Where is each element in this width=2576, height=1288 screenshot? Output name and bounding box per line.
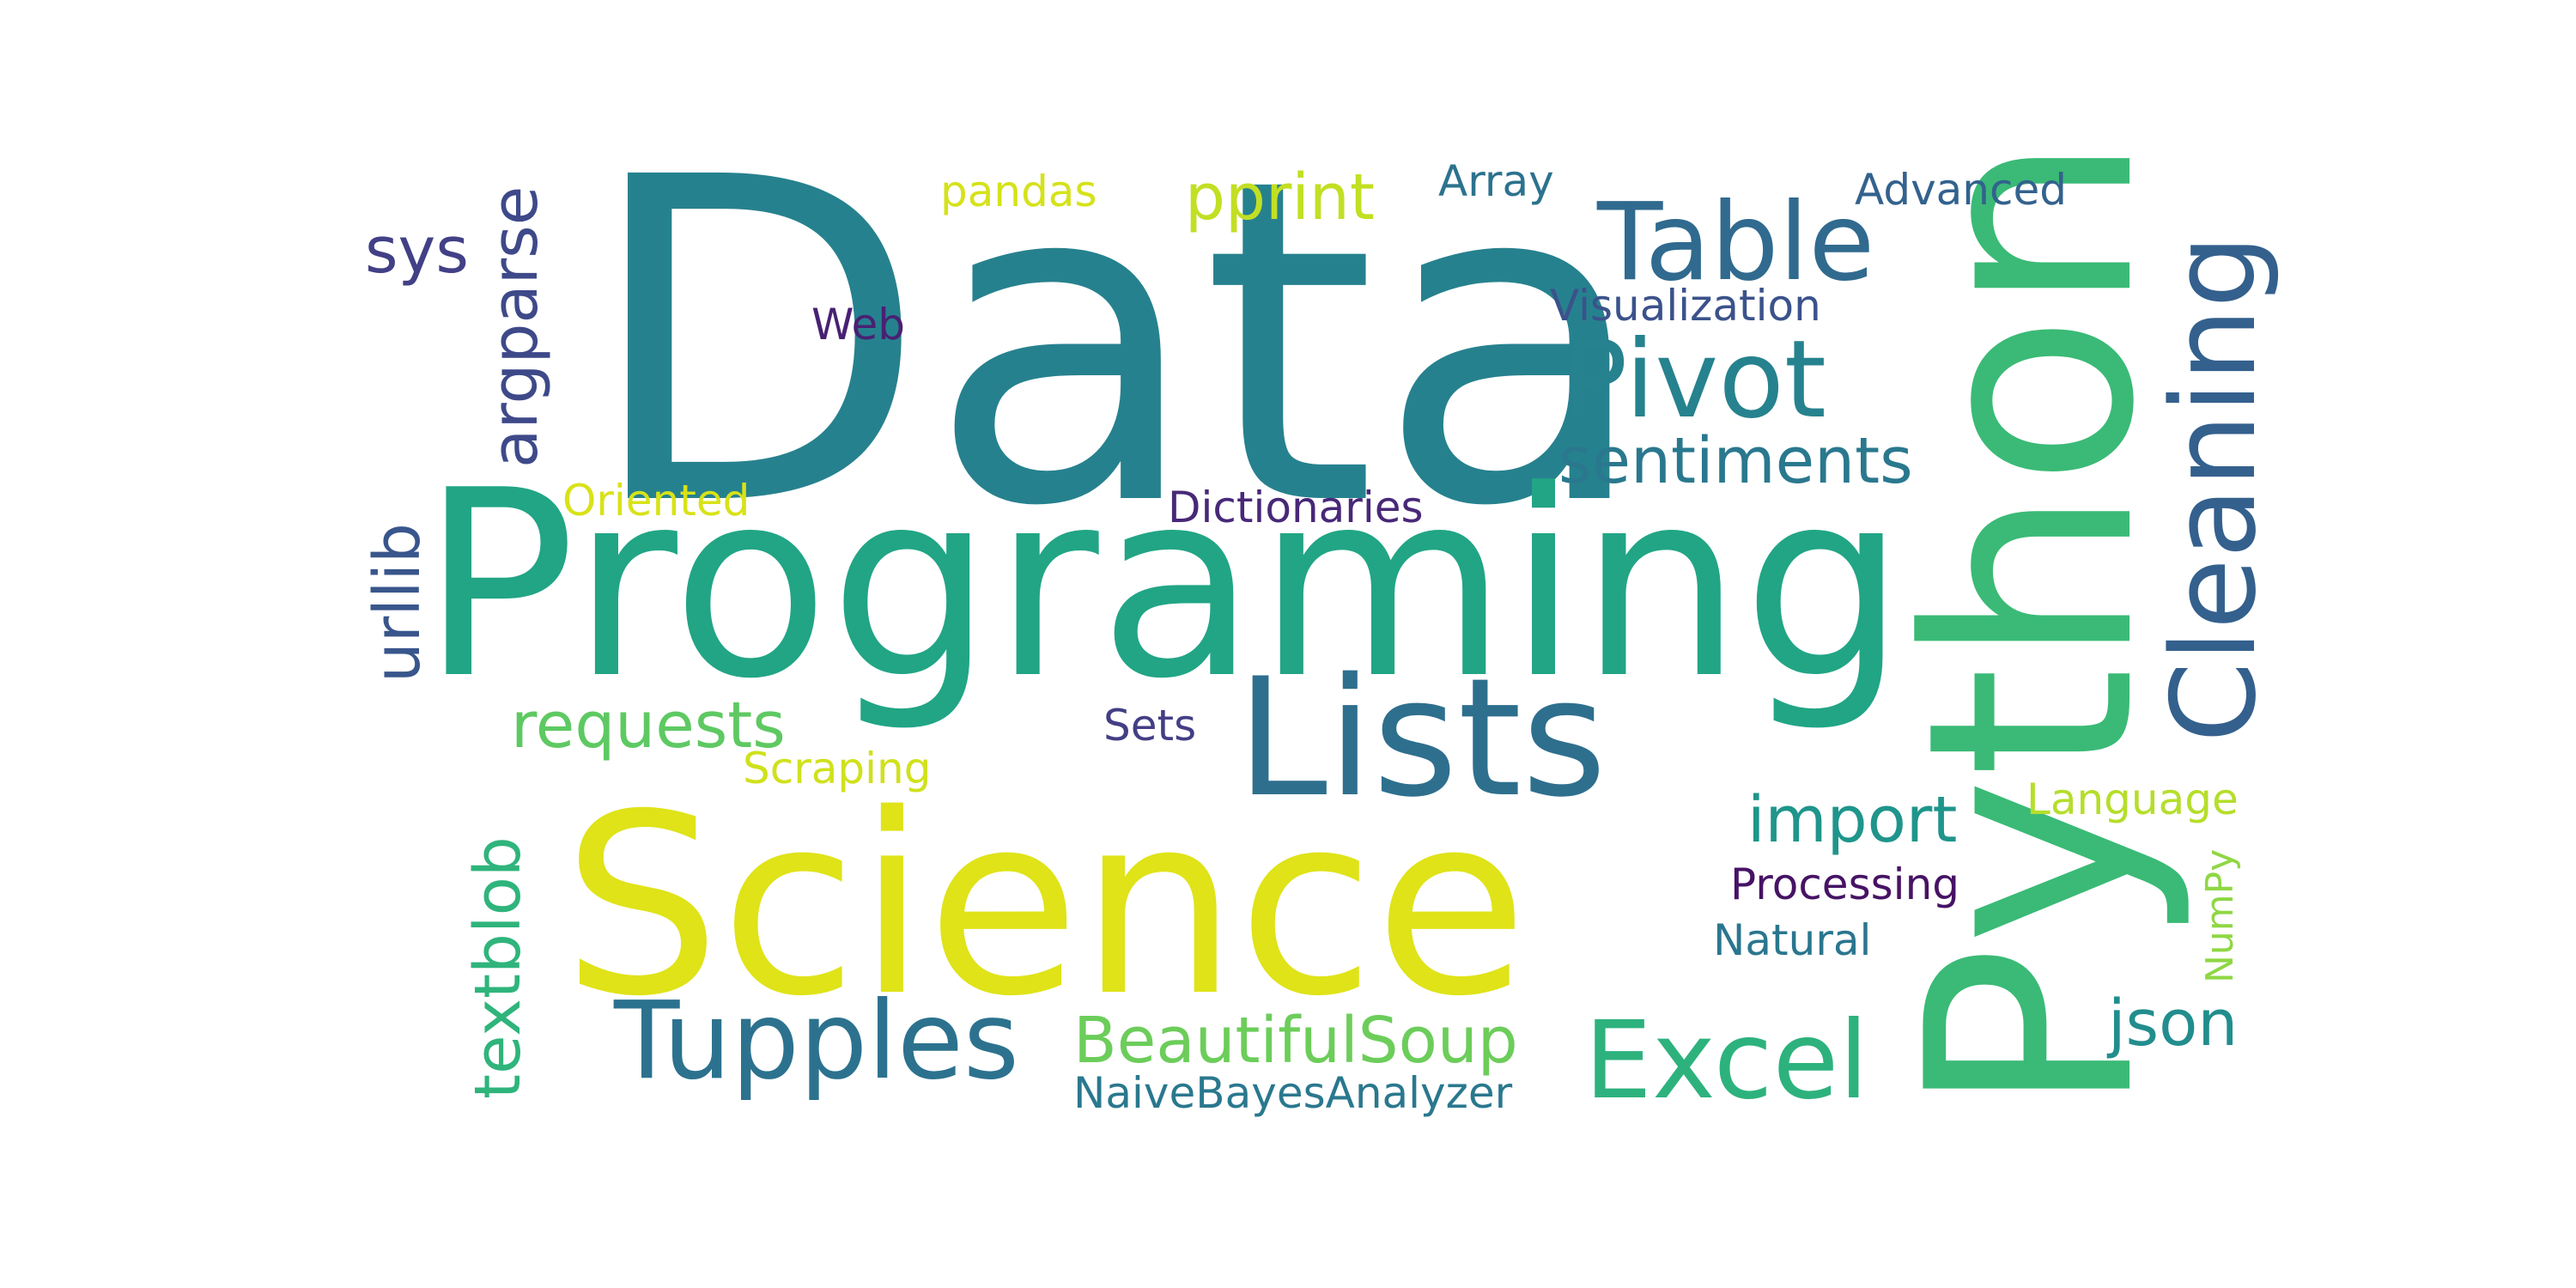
- word-cleaning: Cleaning: [2147, 234, 2281, 743]
- word-pprint: pprint: [1185, 161, 1375, 234]
- word-urllib: urllib: [361, 523, 434, 683]
- word-requests: requests: [511, 689, 786, 762]
- word-web: Web: [811, 300, 905, 349]
- word-table: Table: [1596, 180, 1874, 305]
- word-lists: Lists: [1236, 643, 1607, 833]
- word-textblob: textblob: [461, 836, 535, 1099]
- word-oriented: Oriented: [562, 476, 750, 526]
- word-pivot: Pivot: [1563, 318, 1826, 442]
- word-sets: Sets: [1103, 701, 1196, 750]
- word-advanced: Advanced: [1855, 165, 2067, 215]
- word-scraping: Scraping: [743, 744, 931, 793]
- word-naivebayesanalyzer: NaiveBayesAnalyzer: [1073, 1068, 1513, 1118]
- word-sys: sys: [365, 214, 469, 288]
- word-natural: Natural: [1713, 915, 1871, 965]
- word-argparse: argparse: [478, 186, 552, 468]
- word-python: Python: [1867, 134, 2196, 1116]
- word-processing: Processing: [1730, 860, 1959, 909]
- word-excel: Excel: [1584, 999, 1868, 1123]
- word-numpy: NumPy: [2198, 849, 2242, 983]
- word-language: Language: [2026, 775, 2239, 824]
- word-dictionaries: Dictionaries: [1168, 483, 1424, 532]
- word-science: Science: [562, 762, 1528, 1051]
- word-pandas: pandas: [940, 167, 1097, 216]
- word-data: Data: [584, 83, 1650, 604]
- word-sentiments: sentiments: [1558, 424, 1913, 498]
- word-import: import: [1747, 783, 1957, 857]
- word-visualization: Visualization: [1550, 281, 1821, 331]
- word-beautifulsoup: BeautifulSoup: [1073, 1004, 1518, 1078]
- word-tupples: Tupples: [613, 979, 1019, 1103]
- word-array: Array: [1438, 156, 1554, 206]
- word-programing: Programing: [421, 435, 1906, 735]
- word-json: json: [2106, 987, 2238, 1060]
